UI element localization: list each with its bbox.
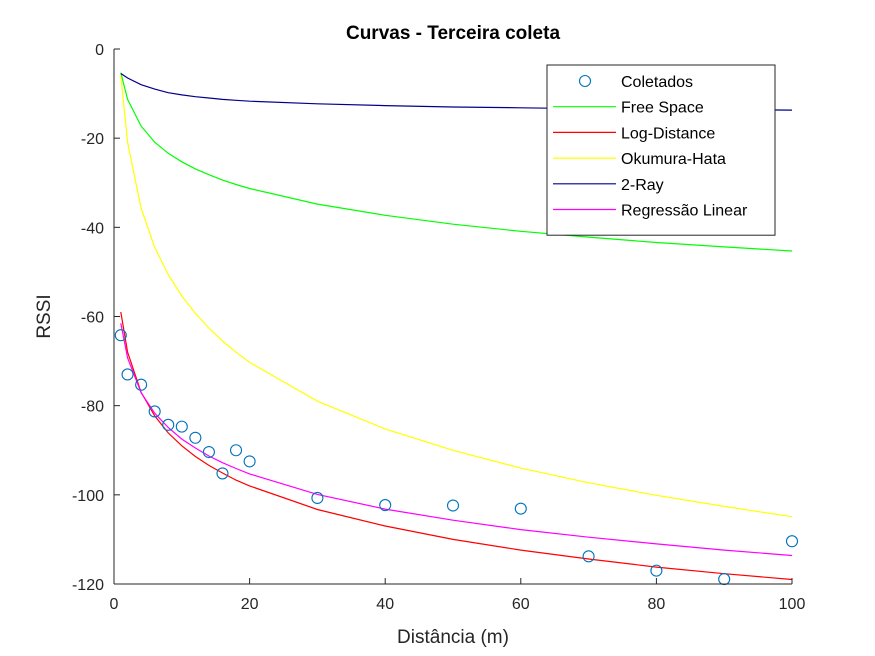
legend-label-okumura-hata: Okumura-Hata xyxy=(621,151,726,168)
data-point xyxy=(229,444,243,457)
x-axis-label: Distância (m) xyxy=(397,627,509,648)
data-point xyxy=(311,491,324,505)
x-tick-label: 40 xyxy=(376,596,394,613)
legend-label-log-distance: Log-Distance xyxy=(621,125,715,142)
legend: Coletados Free Space Log-Distance Okumura-H… xyxy=(546,64,776,236)
data-point xyxy=(582,550,595,563)
x-tick-label: 80 xyxy=(648,596,666,613)
series-line-log-distance xyxy=(120,311,792,581)
data-point xyxy=(379,499,392,512)
data-point xyxy=(135,378,148,391)
data-point xyxy=(216,467,229,480)
y-tick-label: -80 xyxy=(81,399,104,416)
data-point xyxy=(162,418,175,431)
y-tick-label: -100 xyxy=(72,488,104,505)
data-point xyxy=(446,499,460,512)
data-point xyxy=(148,405,161,418)
data-point xyxy=(175,420,188,433)
data-point xyxy=(202,445,215,459)
y-tick-label: -40 xyxy=(81,220,104,237)
data-point xyxy=(650,564,663,577)
legend-label-free-space: Free Space xyxy=(621,100,704,117)
data-point xyxy=(243,455,256,468)
legend-box xyxy=(546,64,776,236)
series-line-regress-o-linear xyxy=(120,323,792,557)
data-point xyxy=(785,535,799,548)
legend-label-regress-o-linear: Regressão Linear xyxy=(621,203,748,220)
series-line-free-space xyxy=(120,72,792,252)
y-tick-label: -60 xyxy=(81,310,104,327)
data-point xyxy=(121,368,134,381)
legend-label-coletados: Coletados xyxy=(621,74,693,91)
legend-marker-coletados xyxy=(578,74,592,88)
data-point xyxy=(514,502,527,515)
chart-title: Curvas - Terceira coleta xyxy=(346,23,560,44)
x-tick-label: 20 xyxy=(241,596,259,613)
legend-label-2-ray: 2-Ray xyxy=(621,177,664,194)
x-tick-label: 60 xyxy=(512,596,530,613)
data-point xyxy=(114,329,127,342)
series-line-okumura-hata xyxy=(120,75,792,518)
y-axis-label: RSSI xyxy=(34,294,55,338)
x-tick-label: 0 xyxy=(110,596,119,613)
y-tick-label: -120 xyxy=(72,577,104,594)
y-tick-label: -20 xyxy=(81,131,104,148)
axes: 0 20 40 60 80 100 0 -20 -40 -60 -80 -100 -120 xyxy=(72,42,805,613)
y-tick-label: 0 xyxy=(95,42,104,59)
x-tick-label: 100 xyxy=(779,596,806,613)
data-point xyxy=(189,431,202,444)
data-point xyxy=(718,573,731,586)
